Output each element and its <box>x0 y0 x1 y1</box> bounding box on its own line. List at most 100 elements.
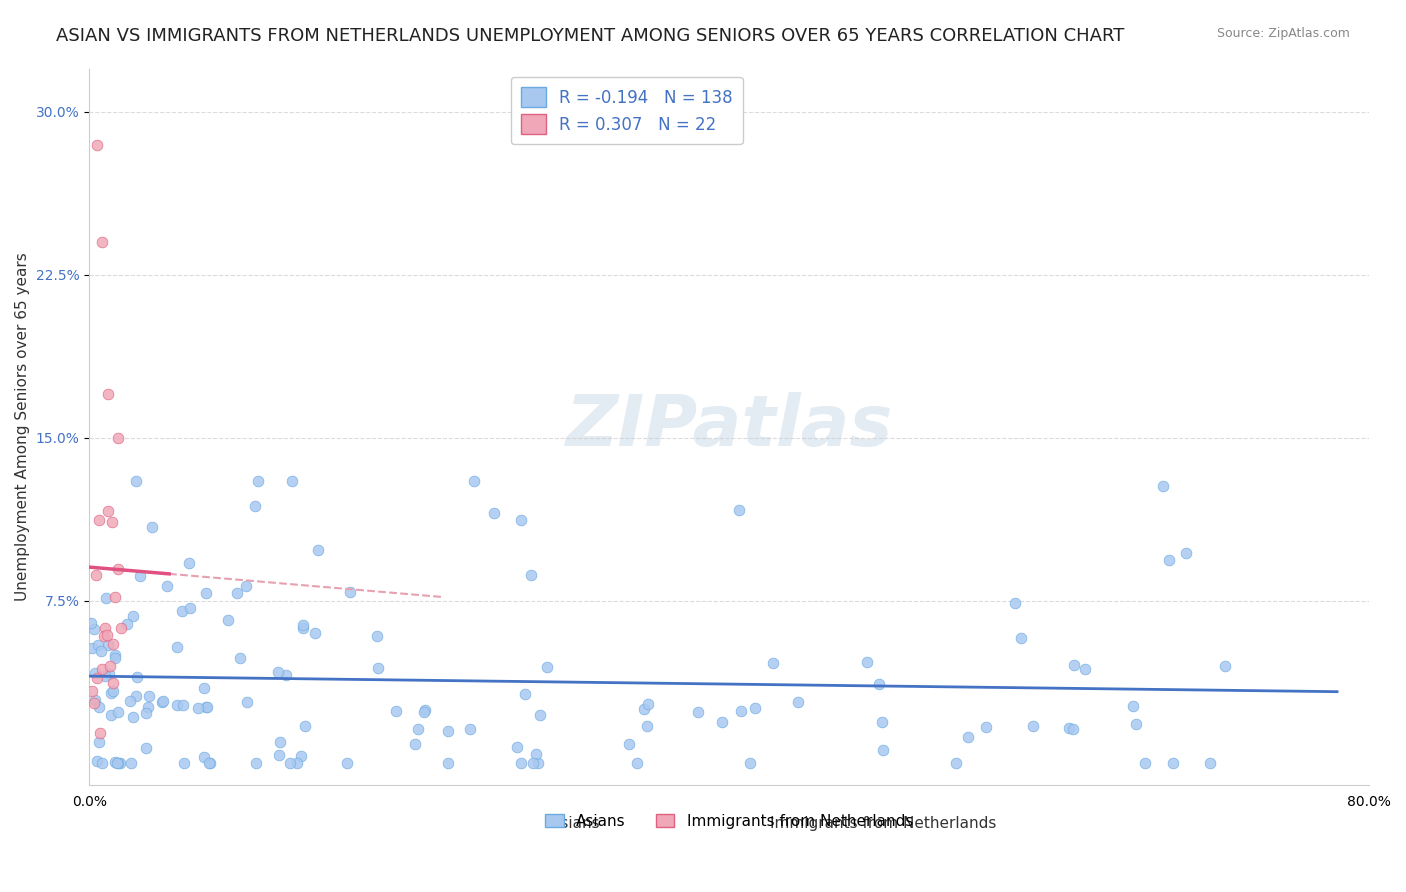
Point <box>107 562 129 576</box>
Point <box>125 670 148 684</box>
Point <box>294 718 316 732</box>
Point <box>339 584 361 599</box>
Point <box>93 629 115 643</box>
Point <box>617 737 640 751</box>
Point <box>87 699 110 714</box>
Point <box>100 515 122 529</box>
Point <box>482 506 505 520</box>
Point <box>91 235 114 250</box>
Point <box>524 747 547 761</box>
Point <box>304 626 326 640</box>
Point <box>413 706 436 720</box>
Point <box>91 662 114 676</box>
Point <box>94 591 117 606</box>
Point <box>107 705 129 719</box>
Point <box>84 568 107 582</box>
Point <box>246 474 269 488</box>
Point <box>97 638 120 652</box>
Point <box>83 622 105 636</box>
Point <box>856 655 879 669</box>
Point <box>94 669 117 683</box>
Point <box>868 676 890 690</box>
Point <box>104 648 127 663</box>
Point <box>463 474 485 488</box>
Point <box>956 730 979 744</box>
Point <box>225 585 247 599</box>
Point <box>84 666 107 681</box>
Point <box>128 569 150 583</box>
Point <box>87 735 110 749</box>
Point <box>80 616 103 631</box>
Point <box>136 700 159 714</box>
Point <box>135 706 157 720</box>
Point <box>762 656 785 670</box>
Point <box>278 756 301 771</box>
Point <box>872 743 894 757</box>
Point <box>730 705 752 719</box>
Text: Immigrants from Netherlands: Immigrants from Netherlands <box>769 816 995 831</box>
Point <box>195 700 218 714</box>
Point <box>217 613 239 627</box>
Point <box>104 591 127 605</box>
Point <box>105 756 128 771</box>
Point <box>437 724 460 739</box>
Point <box>1161 756 1184 771</box>
Point <box>870 715 893 730</box>
Point <box>172 698 194 712</box>
Point <box>84 693 107 707</box>
Point <box>141 520 163 534</box>
Point <box>152 694 174 708</box>
Point <box>711 714 734 729</box>
Point <box>292 617 315 632</box>
Point <box>135 740 157 755</box>
Point <box>269 735 291 749</box>
Text: Asians: Asians <box>551 816 600 831</box>
Point <box>104 755 127 769</box>
Point <box>94 621 117 635</box>
Point <box>281 474 304 488</box>
Point <box>87 513 110 527</box>
Point <box>1062 722 1084 736</box>
Point <box>235 579 257 593</box>
Point <box>91 756 114 771</box>
Point <box>86 137 108 152</box>
Point <box>458 722 481 736</box>
Point <box>945 756 967 771</box>
Point <box>510 513 533 527</box>
Point <box>1004 596 1026 610</box>
Point <box>110 621 132 635</box>
Point <box>633 702 655 716</box>
Point <box>200 756 222 771</box>
Point <box>107 756 129 771</box>
Point <box>274 667 297 681</box>
Point <box>307 543 329 558</box>
Point <box>229 651 252 665</box>
Point <box>166 640 188 655</box>
Point <box>1074 662 1097 676</box>
Point <box>1010 631 1032 645</box>
Point <box>179 556 201 570</box>
Point <box>82 684 104 698</box>
Point <box>86 671 108 685</box>
Point <box>727 502 749 516</box>
Point <box>173 756 195 771</box>
Text: Source: ZipAtlas.com: Source: ZipAtlas.com <box>1216 27 1350 40</box>
Point <box>100 707 122 722</box>
Point <box>122 608 145 623</box>
Point <box>367 661 389 675</box>
Point <box>97 666 120 681</box>
Point <box>118 694 141 708</box>
Point <box>187 701 209 715</box>
Point <box>117 616 139 631</box>
Point <box>245 500 267 514</box>
Point <box>786 695 808 709</box>
Point <box>124 690 146 704</box>
Point <box>170 604 193 618</box>
Point <box>267 665 290 680</box>
Point <box>198 756 221 771</box>
Point <box>285 756 308 771</box>
Point <box>1213 658 1236 673</box>
Point <box>122 710 145 724</box>
Point <box>385 704 408 718</box>
Point <box>1133 756 1156 771</box>
